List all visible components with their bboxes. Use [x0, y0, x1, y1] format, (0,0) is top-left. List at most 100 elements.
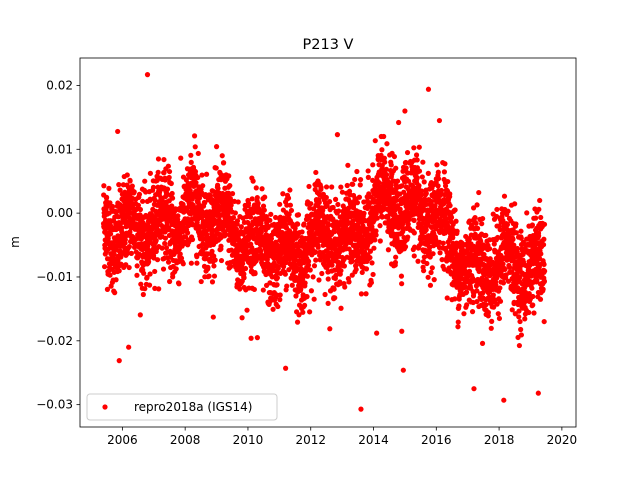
- data-point: [261, 207, 267, 213]
- y-tick-label: 0.01: [46, 142, 73, 156]
- data-point: [346, 279, 352, 285]
- data-point: [338, 305, 344, 311]
- data-point: [335, 201, 341, 208]
- data-point: [250, 178, 256, 184]
- data-point: [517, 274, 523, 280]
- data-point: [259, 186, 265, 192]
- legend-box: [86, 393, 278, 421]
- data-point: [327, 326, 333, 332]
- data-point: [399, 328, 405, 334]
- data-point: [241, 271, 247, 277]
- data-point: [365, 174, 371, 180]
- data-point: [319, 270, 325, 277]
- data-point: [474, 202, 480, 208]
- data-point: [178, 155, 184, 161]
- data-point: [258, 220, 264, 226]
- data-point: [221, 160, 227, 166]
- data-point: [262, 194, 268, 200]
- data-point: [416, 182, 422, 189]
- data-point: [437, 250, 443, 256]
- data-point: [152, 268, 158, 275]
- data-point: [235, 199, 241, 205]
- data-point: [104, 286, 111, 292]
- data-point: [538, 214, 544, 221]
- data-point: [294, 265, 300, 271]
- data-point: [396, 119, 402, 126]
- data-point: [491, 241, 497, 247]
- data-point: [228, 202, 234, 208]
- data-point: [147, 271, 153, 277]
- data-point: [379, 147, 385, 153]
- plot-area: [79, 57, 577, 428]
- data-point: [138, 281, 144, 287]
- data-point: [140, 198, 146, 204]
- data-point: [147, 170, 153, 176]
- data-point: [230, 214, 237, 221]
- data-point: [144, 274, 150, 280]
- data-point: [540, 286, 546, 292]
- data-point: [423, 190, 429, 197]
- data-point: [163, 245, 170, 251]
- data-point: [169, 190, 175, 197]
- data-point: [113, 277, 119, 283]
- data-point: [414, 175, 420, 181]
- data-point: [337, 281, 343, 287]
- data-point: [218, 243, 224, 249]
- data-point: [136, 251, 142, 257]
- data-point: [471, 386, 477, 392]
- data-point: [152, 197, 158, 204]
- data-point: [166, 174, 172, 181]
- data-point: [142, 286, 148, 292]
- data-point: [538, 251, 544, 257]
- data-point: [442, 183, 449, 189]
- data-point: [242, 265, 249, 272]
- data-point: [504, 222, 511, 228]
- data-point: [363, 266, 370, 272]
- y-tick-label: 0.00: [46, 206, 73, 220]
- data-point: [283, 260, 289, 266]
- data-point: [497, 298, 504, 304]
- data-point: [268, 211, 274, 217]
- data-point: [522, 316, 528, 322]
- data-point: [277, 297, 283, 303]
- data-point: [510, 236, 516, 242]
- data-point: [115, 128, 121, 135]
- data-point: [188, 159, 194, 165]
- data-point: [161, 156, 167, 163]
- data-point: [304, 294, 310, 300]
- data-point: [296, 312, 302, 318]
- data-point: [513, 230, 519, 236]
- data-point: [418, 192, 424, 198]
- data-point: [541, 221, 548, 227]
- y-tick-label: −0.03: [36, 398, 73, 412]
- data-point: [307, 267, 313, 273]
- data-point: [518, 332, 524, 338]
- data-point: [177, 251, 183, 257]
- data-point: [127, 178, 133, 184]
- data-point: [518, 228, 524, 234]
- data-point: [119, 225, 125, 231]
- data-point: [307, 309, 313, 315]
- data-point: [374, 215, 380, 221]
- data-point: [404, 149, 411, 156]
- data-point: [326, 199, 333, 205]
- data-point: [329, 184, 335, 190]
- data-point: [496, 315, 503, 322]
- data-point: [155, 169, 161, 175]
- data-point: [283, 365, 289, 371]
- data-point: [529, 222, 536, 228]
- data-point: [540, 242, 547, 248]
- data-point: [373, 232, 379, 238]
- data-point: [483, 302, 489, 308]
- data-point: [109, 203, 116, 210]
- data-point: [180, 261, 186, 267]
- data-point: [497, 285, 503, 291]
- data-point: [505, 208, 511, 214]
- data-point: [116, 268, 122, 274]
- data-point: [513, 221, 519, 227]
- data-point: [483, 232, 489, 238]
- data-point: [136, 191, 143, 197]
- data-point: [388, 182, 394, 188]
- data-point: [252, 270, 258, 277]
